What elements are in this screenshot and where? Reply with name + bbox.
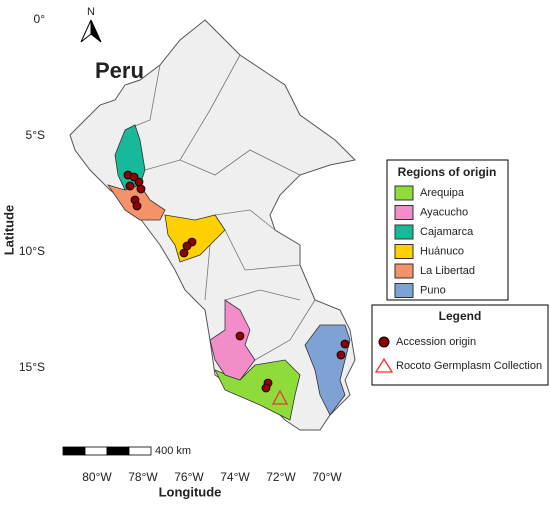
legend-box — [371, 304, 549, 386]
x-axis-label: Longitude — [159, 484, 222, 499]
x-tick-label: 76°W — [174, 470, 204, 484]
legend-title: Legend — [439, 309, 482, 323]
north-arrow — [90, 19, 102, 43]
accession-points — [123, 170, 350, 393]
scale-bar — [62, 446, 152, 456]
legend-symbol — [374, 357, 394, 373]
legend-label: Cajamarca — [420, 226, 474, 238]
y-axis-label: Latitude — [1, 205, 16, 256]
legend-symbol — [378, 336, 390, 348]
y-tick-label: 10°S — [19, 244, 45, 258]
legend-label: La Libertad — [420, 265, 475, 277]
x-tick-label: 74°W — [220, 470, 250, 484]
legend-label: Puno — [420, 284, 446, 296]
legend-swatch — [394, 244, 414, 259]
x-tick-label: 78°W — [128, 470, 158, 484]
x-tick-label: 70°W — [312, 470, 342, 484]
legend-label: Arequipa — [420, 187, 465, 199]
legend-title: Regions of origin — [398, 165, 497, 179]
legend-swatch — [394, 283, 414, 298]
y-tick-label: 5°S — [26, 128, 45, 142]
legend-label: Huánuco — [420, 245, 464, 257]
legend-label: Rocoto Germplasm Collection — [396, 360, 542, 372]
region-area — [214, 359, 301, 421]
x-tick-label: 72°W — [266, 470, 296, 484]
region-area — [164, 214, 226, 263]
north-label: N — [87, 6, 95, 18]
north-arrow — [80, 19, 92, 43]
y-tick-label: 0° — [34, 12, 46, 26]
legend-swatch — [394, 263, 414, 279]
legend-swatch — [394, 185, 414, 201]
legend-swatch — [394, 224, 414, 240]
region-area — [209, 299, 256, 381]
map-title: Peru — [95, 58, 144, 83]
legend-swatch — [394, 205, 414, 220]
legend-label: Accession origin — [396, 336, 476, 348]
region-boundaries — [124, 54, 316, 361]
y-tick-label: 15°S — [19, 360, 45, 374]
legend-label: Ayacucho — [420, 206, 468, 218]
collection-marker — [271, 389, 289, 405]
x-tick-label: 80°W — [82, 470, 112, 484]
scale-label: 400 km — [155, 445, 191, 457]
region-area — [304, 324, 351, 416]
